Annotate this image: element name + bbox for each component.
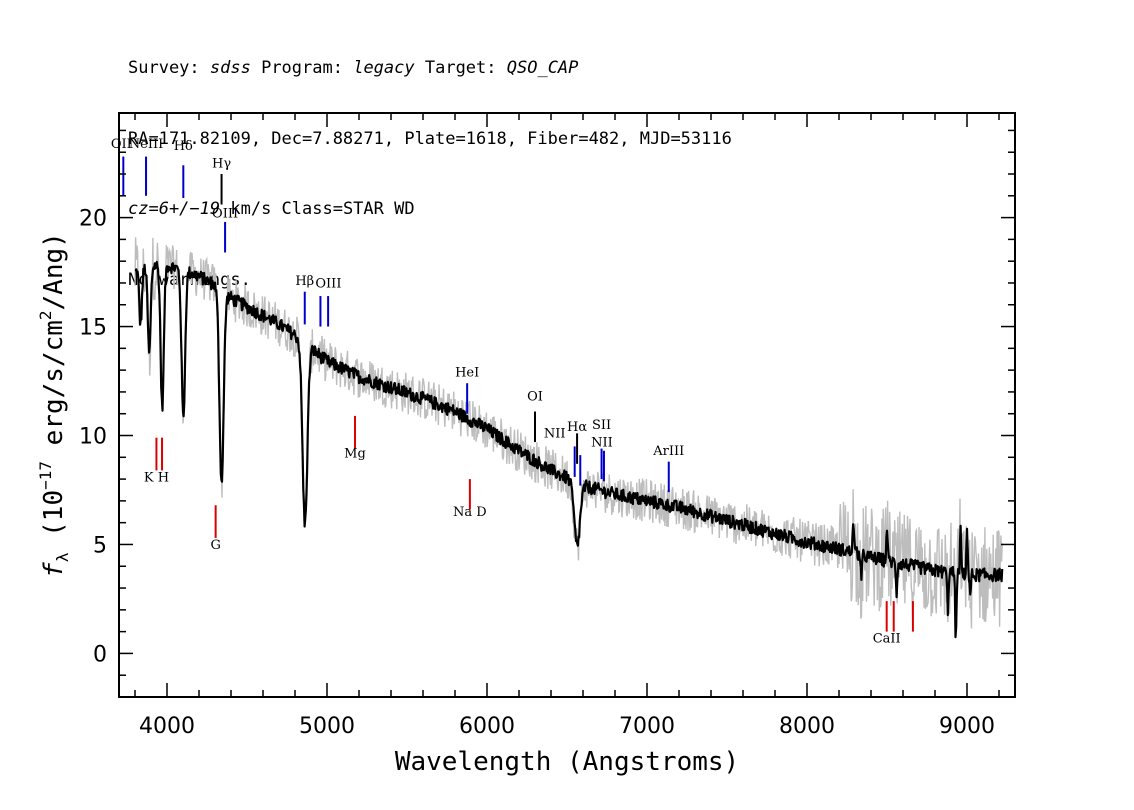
noisy-flux-layer [134, 237, 1003, 633]
emission-line-label-6: OIII [315, 276, 341, 291]
header-line-survey: Survey: sdss Program: legacy Target: QSO… [128, 57, 732, 81]
y-axis-open: (10 [39, 490, 69, 553]
emission-line-label-13: SII [592, 418, 611, 433]
x-tick-label: 9000 [939, 714, 995, 739]
x-tick-label: 6000 [459, 714, 515, 739]
target-label: Target: [414, 58, 507, 78]
y-axis-close: /Ang) [39, 232, 69, 310]
absorption-line-label-3: Na D [453, 505, 487, 520]
y-tick-label: 20 [79, 207, 107, 232]
x-tick-label: 7000 [619, 714, 675, 739]
target-value: QSO_CAP [506, 58, 579, 78]
program-label: Program: [250, 58, 354, 78]
x-tick-label: 4000 [139, 714, 195, 739]
emission-line-label-0: OII [111, 137, 132, 152]
spectrum-header: Survey: sdss Program: legacy Target: QSO… [128, 10, 732, 316]
emission-line-label-4: OIII [212, 207, 238, 222]
emission-line-label-14: NII [591, 435, 613, 450]
header-line-redshift: cz=6+/−19 km/s Class=STAR WD [128, 198, 732, 222]
emission-line-label-5: Hβ [295, 274, 314, 289]
y-axis-square: 2 [36, 310, 55, 320]
emission-line-label-3: Hγ [212, 156, 231, 171]
x-tick-label: 8000 [779, 714, 835, 739]
y-tick-label: 15 [79, 316, 107, 341]
emission-line-label-15: ArIII [652, 444, 684, 459]
emission-line-label-8: HeI [455, 366, 479, 381]
program-value: legacy [353, 58, 415, 78]
smoothed-flux-layer [134, 260, 1004, 639]
x-axis-label: Wavelength (Angstroms) [395, 747, 739, 777]
y-axis-label: fλ (10−17 erg/s/cm2/Ang) [36, 232, 72, 578]
emission-line-label-2: Hδ [174, 139, 193, 154]
cz-rest: km/s Class=STAR WD [220, 199, 415, 219]
absorption-line-label-1: G [210, 538, 220, 553]
emission-line-label-11: Hα [567, 420, 587, 435]
header-line-coordinates: RA=171.82109, Dec=7.88271, Plate=1618, F… [128, 128, 732, 149]
plot-frame [118, 112, 1016, 698]
plot-axes: 4000 5000 6000 7000 8000 9000 0 5 10 15 20 [79, 112, 1016, 739]
emission-line-label-1: NeIII [129, 137, 163, 152]
y-tick-label: 5 [93, 533, 107, 558]
y-axis-f: f [39, 562, 69, 578]
smoothed-flux-line [134, 260, 1004, 639]
noisy-flux-line [134, 237, 1003, 633]
x-tick-label: 5000 [299, 714, 355, 739]
absorption-line-label-0: K H [144, 470, 169, 485]
survey-label: Survey: [128, 58, 210, 78]
emission-line-label-9: OI [527, 390, 543, 405]
absorption-line-label-4: CaII [873, 632, 901, 647]
y-axis-units: erg/s/cm [39, 320, 69, 461]
y-axis-exponent: −17 [36, 461, 55, 490]
y-tick-label: 10 [79, 425, 107, 450]
survey-value: sdss [209, 58, 251, 78]
emission-line-label-10: NII [544, 427, 566, 442]
y-axis-lambda: λ [53, 552, 72, 562]
y-tick-label: 0 [93, 642, 107, 667]
absorption-line-label-2: Mg [344, 446, 366, 461]
cz-value: cz=6+/−19 [128, 199, 221, 219]
